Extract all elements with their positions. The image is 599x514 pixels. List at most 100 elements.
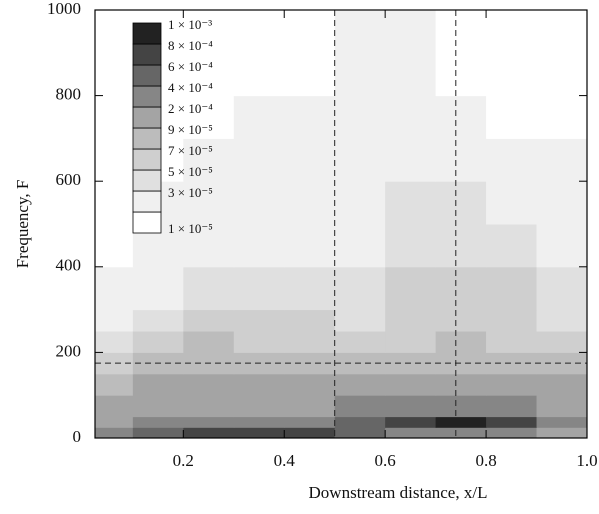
contour-cell — [132, 309, 184, 332]
contour-cell — [486, 95, 538, 139]
colorbar-swatch — [132, 190, 162, 213]
contour-cell — [95, 224, 134, 268]
colorbar-label: 3 × 10⁻⁵ — [168, 185, 213, 200]
contour-cell — [233, 427, 285, 439]
x-axis-label: Downstream distance, x/L — [309, 483, 488, 502]
contour-cell — [233, 309, 285, 332]
contour-cell — [132, 331, 184, 353]
contour-cell — [385, 373, 437, 396]
contour-cell — [233, 181, 285, 225]
contour-cell — [233, 395, 285, 418]
contour-cell — [233, 331, 285, 353]
contour-cell — [284, 427, 336, 439]
contour-cell — [486, 309, 538, 332]
contour-cell — [486, 138, 538, 182]
contour-cell — [486, 10, 538, 97]
contour-cell — [385, 427, 437, 439]
contour-cell — [536, 373, 588, 396]
contour-cell — [183, 416, 235, 428]
contour-cell — [95, 10, 134, 97]
contour-cell — [132, 266, 184, 311]
x-tick-label: 0.4 — [274, 451, 296, 470]
contour-cell — [435, 331, 487, 353]
contour-cell — [385, 416, 437, 428]
contour-cell — [95, 373, 134, 396]
contour-cell — [536, 95, 588, 139]
contour-cell — [183, 373, 235, 396]
x-tick-label: 0.8 — [475, 451, 496, 470]
contour-cell — [334, 427, 386, 439]
contour-cell — [334, 95, 386, 139]
contour-cell — [486, 416, 538, 428]
contour-cell — [536, 224, 588, 268]
contour-cell — [435, 138, 487, 182]
colorbar-label: 9 × 10⁻⁵ — [168, 122, 213, 137]
contour-cell — [334, 266, 386, 311]
contour-cell — [233, 10, 285, 97]
x-tick-label: 0.6 — [375, 451, 396, 470]
y-tick-label: 800 — [56, 85, 82, 104]
contour-cell — [233, 416, 285, 428]
contour-cell — [183, 10, 235, 97]
contour-cell — [536, 395, 588, 418]
contour-cell — [536, 331, 588, 353]
colorbar-swatch — [132, 43, 162, 66]
contour-cell — [536, 309, 588, 332]
colorbar-swatch — [132, 106, 162, 129]
contour-cell — [435, 395, 487, 418]
contour-cell — [486, 373, 538, 396]
contour-cell — [95, 138, 134, 182]
contour-cell — [435, 309, 487, 332]
contour-cell — [183, 331, 235, 353]
contour-cell — [284, 224, 336, 268]
contour-cell — [233, 95, 285, 139]
contour-cell — [284, 395, 336, 418]
contour-cell — [183, 95, 235, 139]
contour-cell — [95, 95, 134, 139]
contour-cell — [385, 331, 437, 353]
contour-cell — [183, 138, 235, 182]
contour-cell — [183, 395, 235, 418]
colorbar-label: 2 × 10⁻⁴ — [168, 101, 213, 116]
y-tick-label: 600 — [56, 170, 82, 189]
colorbar-swatch — [132, 85, 162, 108]
colorbar-label: 8 × 10⁻⁴ — [168, 38, 213, 53]
contour-cell — [334, 181, 386, 225]
contour-cell — [284, 181, 336, 225]
contour-cell — [284, 331, 336, 353]
y-axis-label: Frequency, F — [13, 180, 32, 269]
contour-cell — [132, 416, 184, 428]
contour-cell — [435, 427, 487, 439]
colorbar-label: 1 × 10⁻³ — [168, 17, 212, 32]
contour-cell — [233, 138, 285, 182]
contour-cell — [385, 309, 437, 332]
contour-cell — [183, 309, 235, 332]
y-tick-label: 0 — [73, 427, 82, 446]
contour-cell — [536, 427, 588, 439]
x-tick-label: 0.2 — [173, 451, 194, 470]
contour-cell — [385, 181, 437, 225]
contour-cell — [435, 373, 487, 396]
contour-cell — [95, 266, 134, 311]
contour-cell — [284, 10, 336, 97]
contour-cell — [486, 427, 538, 439]
contour-cell — [536, 10, 588, 97]
contour-cell — [183, 266, 235, 311]
contour-cell — [183, 427, 235, 439]
contour-cell — [95, 427, 134, 439]
contour-cell — [95, 352, 134, 375]
contour-cell — [284, 266, 336, 311]
contour-cell — [334, 331, 386, 353]
contour-cell — [435, 10, 487, 97]
contour-cell — [536, 266, 588, 311]
contour-cell — [334, 416, 386, 428]
y-tick-label: 200 — [56, 341, 82, 360]
contour-cell — [95, 181, 134, 225]
colorbar-label: 7 × 10⁻⁵ — [168, 143, 213, 158]
contour-cell — [334, 10, 386, 97]
contour-cell — [334, 373, 386, 396]
contour-cell — [435, 266, 487, 311]
contour-cell — [385, 395, 437, 418]
colorbar-label: 5 × 10⁻⁵ — [168, 164, 213, 179]
